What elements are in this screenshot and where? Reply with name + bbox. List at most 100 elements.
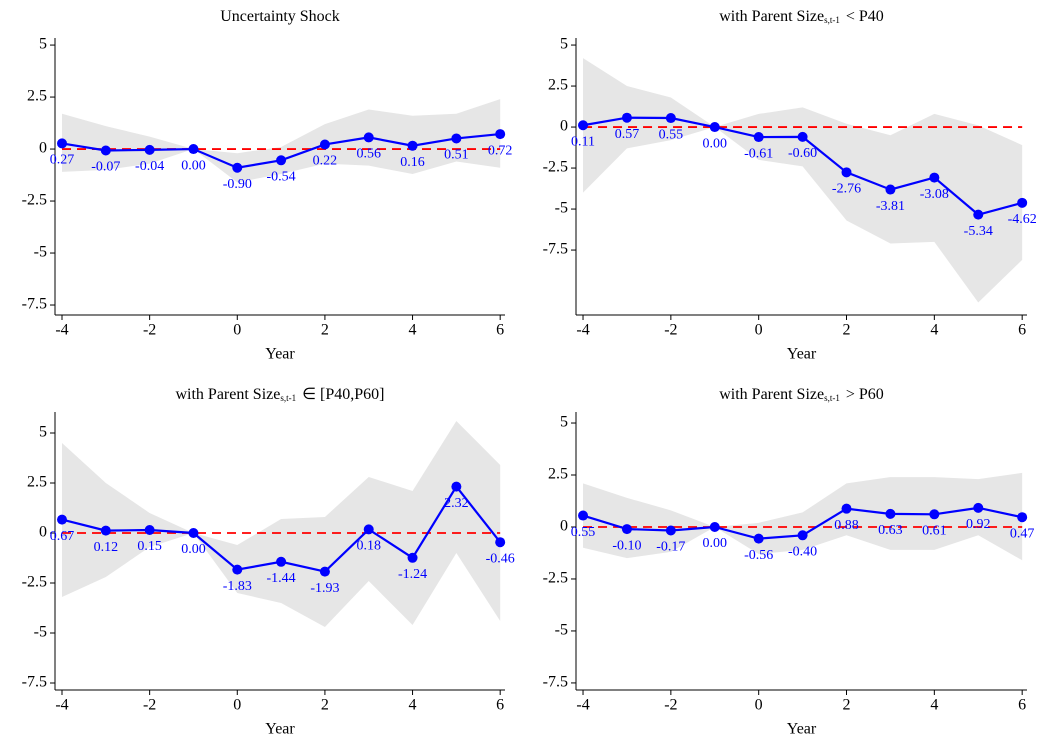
value-label: 0.67 bbox=[50, 529, 75, 544]
x-tick-label: -2 bbox=[664, 322, 677, 339]
x-tick-label: -2 bbox=[664, 697, 677, 714]
point bbox=[495, 129, 506, 140]
x-axis-label: Year bbox=[265, 346, 295, 363]
value-label: 0.72 bbox=[488, 143, 513, 158]
y-tick-label: -5 bbox=[34, 244, 47, 261]
point bbox=[100, 525, 111, 536]
panel: 5 2.5 0 -2.5 -5 -7.5 -4 -2 0 2 4 6 Year Uncertainty S… bbox=[22, 8, 513, 363]
value-label: 0.51 bbox=[444, 148, 469, 163]
value-label: -1.83 bbox=[223, 579, 252, 594]
point bbox=[363, 132, 374, 143]
value-label: 0.00 bbox=[181, 542, 206, 557]
point bbox=[753, 533, 764, 544]
value-label: -0.90 bbox=[223, 177, 252, 192]
value-label: -0.61 bbox=[744, 146, 773, 161]
point bbox=[1017, 512, 1028, 523]
value-label: 0.00 bbox=[703, 536, 728, 551]
value-label: 0.27 bbox=[50, 153, 75, 168]
point bbox=[188, 144, 199, 155]
point bbox=[973, 502, 984, 513]
x-tick-label: 4 bbox=[930, 322, 938, 339]
y-tick-label: -2.5 bbox=[543, 159, 568, 176]
title-subscript: s,t-1 bbox=[280, 393, 296, 403]
value-label: 0.88 bbox=[834, 518, 859, 533]
title-suffix: ∈ [P40,P60] bbox=[302, 386, 384, 403]
point bbox=[319, 139, 330, 150]
point bbox=[621, 524, 632, 535]
point bbox=[929, 172, 940, 183]
y-tick-label: 5 bbox=[39, 36, 47, 53]
confidence-band bbox=[583, 472, 1023, 561]
title-text: Uncertainty Shock bbox=[220, 8, 340, 25]
value-label: -0.60 bbox=[788, 146, 817, 161]
x-tick-label: 2 bbox=[843, 697, 851, 714]
point bbox=[841, 167, 852, 178]
point bbox=[276, 155, 287, 166]
title-subscript: s,t-1 bbox=[824, 393, 840, 403]
title-text: with Parent Size bbox=[719, 386, 824, 403]
value-label: -1.44 bbox=[267, 571, 296, 586]
value-label: 0.47 bbox=[1010, 526, 1035, 541]
x-tick-label: -4 bbox=[576, 322, 589, 339]
y-tick-label: -5 bbox=[555, 200, 568, 217]
panel: 5 2.5 0 -2.5 -5 -7.5 -4 -2 0 2 4 6 Year with Parent S… bbox=[543, 386, 1035, 738]
point bbox=[885, 508, 896, 519]
y-tick-label: -7.5 bbox=[22, 296, 47, 313]
panel-title: Uncertainty Shock bbox=[220, 8, 340, 25]
y-tick-label: 5 bbox=[39, 424, 47, 441]
point bbox=[451, 481, 462, 492]
x-tick-label: -4 bbox=[55, 322, 68, 339]
panel-title: with Parent Sizes,t-1 ∈ [P40,P60] bbox=[175, 386, 384, 403]
point bbox=[753, 132, 764, 143]
value-label: -1.93 bbox=[310, 581, 339, 596]
x-tick-label: 6 bbox=[496, 697, 504, 714]
point bbox=[363, 524, 374, 535]
point bbox=[621, 112, 632, 123]
y-tick-label: 5 bbox=[560, 414, 568, 431]
panel: 5 2.5 0 -2.5 -5 -7.5 -4 -2 0 2 4 6 Year with Parent S… bbox=[543, 8, 1037, 363]
y-tick-label: -5 bbox=[555, 622, 568, 639]
value-label: 0.12 bbox=[94, 540, 119, 555]
y-tick-label: 2.5 bbox=[27, 474, 47, 491]
y-tick-label: 2.5 bbox=[548, 466, 568, 483]
y-tick-label: 0 bbox=[560, 518, 568, 535]
x-tick-label: 4 bbox=[930, 697, 938, 714]
point bbox=[407, 552, 418, 563]
value-label: -0.17 bbox=[656, 540, 685, 555]
y-tick-label: -2.5 bbox=[543, 570, 568, 587]
point bbox=[144, 525, 155, 535]
confidence-band bbox=[62, 99, 501, 183]
title-suffix: > P60 bbox=[846, 386, 884, 403]
point bbox=[188, 528, 199, 538]
point bbox=[665, 113, 676, 124]
point bbox=[319, 566, 330, 577]
point bbox=[276, 556, 287, 567]
value-label: -0.46 bbox=[486, 551, 515, 566]
panel-title: with Parent Sizes,t-1 < P40 bbox=[719, 8, 884, 25]
x-tick-label: 6 bbox=[496, 322, 504, 339]
value-label: -3.08 bbox=[920, 187, 949, 202]
point bbox=[709, 521, 720, 532]
value-label: -1.24 bbox=[398, 567, 427, 582]
title-subscript: s,t-1 bbox=[824, 15, 840, 25]
value-label: 0.55 bbox=[659, 127, 684, 142]
x-tick-label: 2 bbox=[321, 322, 329, 339]
x-axis-label: Year bbox=[265, 721, 295, 738]
value-label: 0.63 bbox=[878, 523, 903, 538]
point bbox=[232, 564, 243, 575]
x-tick-label: -2 bbox=[143, 322, 156, 339]
value-label: 0.56 bbox=[356, 147, 381, 162]
y-tick-label: 0 bbox=[39, 524, 47, 541]
point bbox=[144, 144, 155, 155]
point bbox=[709, 122, 720, 133]
title-text: with Parent Size bbox=[175, 386, 280, 403]
value-label: 0.18 bbox=[356, 539, 381, 554]
x-tick-label: -4 bbox=[576, 697, 589, 714]
title-text: with Parent Size bbox=[719, 8, 824, 25]
value-label: 2.32 bbox=[444, 496, 469, 511]
panel-title: with Parent Sizes,t-1 > P60 bbox=[719, 386, 884, 403]
value-label: 0.22 bbox=[313, 154, 338, 169]
point bbox=[885, 184, 896, 195]
value-label: -0.04 bbox=[135, 159, 164, 174]
